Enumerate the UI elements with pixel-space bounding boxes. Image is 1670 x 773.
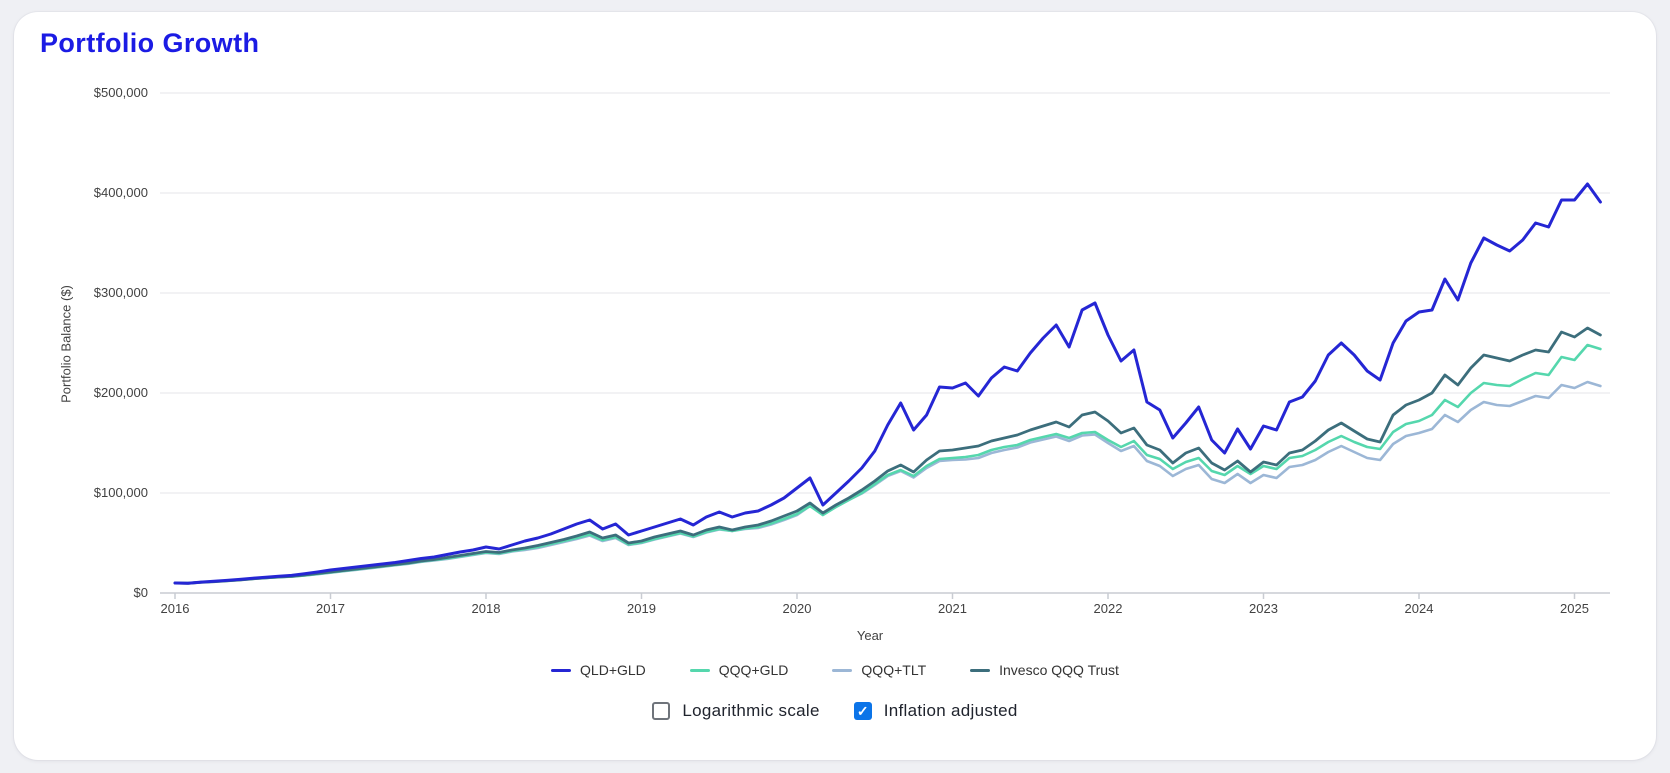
y-tick-label: $300,000 xyxy=(93,285,148,300)
x-tick-label: 2020 xyxy=(782,601,812,616)
legend-label: Invesco QQQ Trust xyxy=(999,662,1119,678)
y-tick-label: $400,000 xyxy=(93,185,148,200)
y-tick-label: $0 xyxy=(133,585,148,600)
x-tick-label: 2016 xyxy=(160,601,190,616)
x-tick-label: 2017 xyxy=(316,601,345,616)
legend-item-invesco-qqq-trust[interactable]: Invesco QQQ Trust xyxy=(970,662,1119,678)
chart-controls: ✓ Logarithmic scale ✓ Inflation adjusted xyxy=(0,701,1670,721)
x-axis-title: Year xyxy=(856,628,884,643)
legend-label: QQQ+GLD xyxy=(718,662,789,678)
portfolio-growth-card xyxy=(14,12,1656,760)
y-tick-label: $200,000 xyxy=(93,385,148,400)
y-tick-label: $500,000 xyxy=(93,85,148,100)
legend-item-qqq-gld[interactable]: QQQ+GLD xyxy=(689,662,789,678)
y-tick-label: $100,000 xyxy=(93,485,148,500)
line-swatch-icon xyxy=(832,668,853,672)
x-tick-label: 2019 xyxy=(627,601,656,616)
x-tick-label: 2023 xyxy=(1249,601,1278,616)
x-tick-label: 2024 xyxy=(1404,601,1434,616)
checkbox-checked-icon[interactable]: ✓ xyxy=(853,702,872,720)
logarithmic-scale-checkbox[interactable]: ✓ Logarithmic scale xyxy=(652,701,819,721)
x-tick-label: 2025 xyxy=(1560,601,1589,616)
page-title: Portfolio Growth xyxy=(40,28,260,58)
inflation-adjusted-checkbox[interactable]: ✓ Inflation adjusted xyxy=(853,701,1018,721)
check-icon: ✓ xyxy=(856,703,869,719)
line-swatch-icon xyxy=(970,668,991,672)
control-label: Inflation adjusted xyxy=(883,701,1018,720)
x-tick-label: 2021 xyxy=(938,601,967,616)
legend-item-qqq-tlt[interactable]: QQQ+TLT xyxy=(832,662,926,678)
legend-label: QQQ+TLT xyxy=(861,662,927,678)
control-label: Logarithmic scale xyxy=(682,701,820,720)
x-tick-label: 2022 xyxy=(1093,601,1123,616)
chart-legend: QLD+GLD QQQ+GLD QQQ+TLT Invesco QQQ Trus… xyxy=(0,662,1670,678)
legend-item-qld-gld[interactable]: QLD+GLD xyxy=(551,662,646,678)
checkbox-unchecked-icon[interactable]: ✓ xyxy=(652,702,671,720)
legend-label: QLD+GLD xyxy=(580,662,646,678)
line-swatch-icon xyxy=(551,668,572,672)
line-swatch-icon xyxy=(689,668,710,672)
x-tick-label: 2018 xyxy=(471,601,501,616)
